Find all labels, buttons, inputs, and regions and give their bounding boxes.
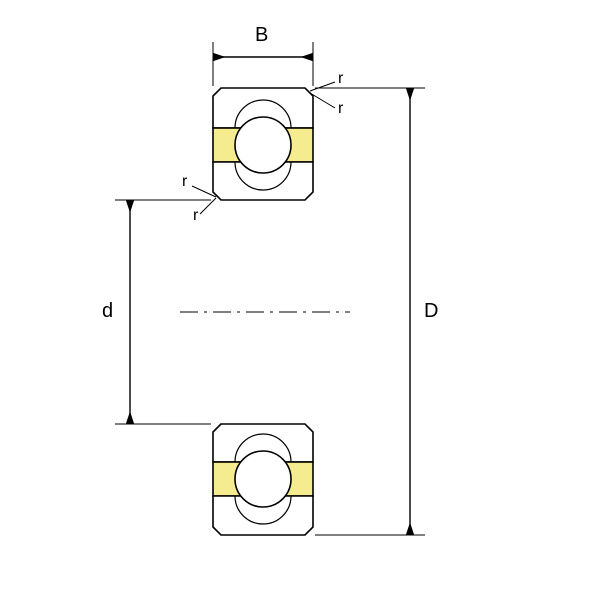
label-d: d <box>102 300 113 323</box>
upper-section <box>213 88 313 200</box>
label-r-tl2: r <box>193 207 198 225</box>
dim-B <box>213 42 313 86</box>
ball-lower <box>235 451 291 507</box>
label-r-tr2: r <box>338 100 343 118</box>
ball-upper <box>235 117 291 173</box>
label-B: B <box>255 24 268 47</box>
label-r-tr1: r <box>338 70 343 88</box>
dim-D <box>315 88 425 535</box>
label-D: D <box>424 300 438 323</box>
bearing-diagram: B D d r r r r <box>0 0 600 600</box>
diagram-svg <box>0 0 600 600</box>
label-r-tl1: r <box>182 173 187 191</box>
lower-section <box>213 424 313 535</box>
